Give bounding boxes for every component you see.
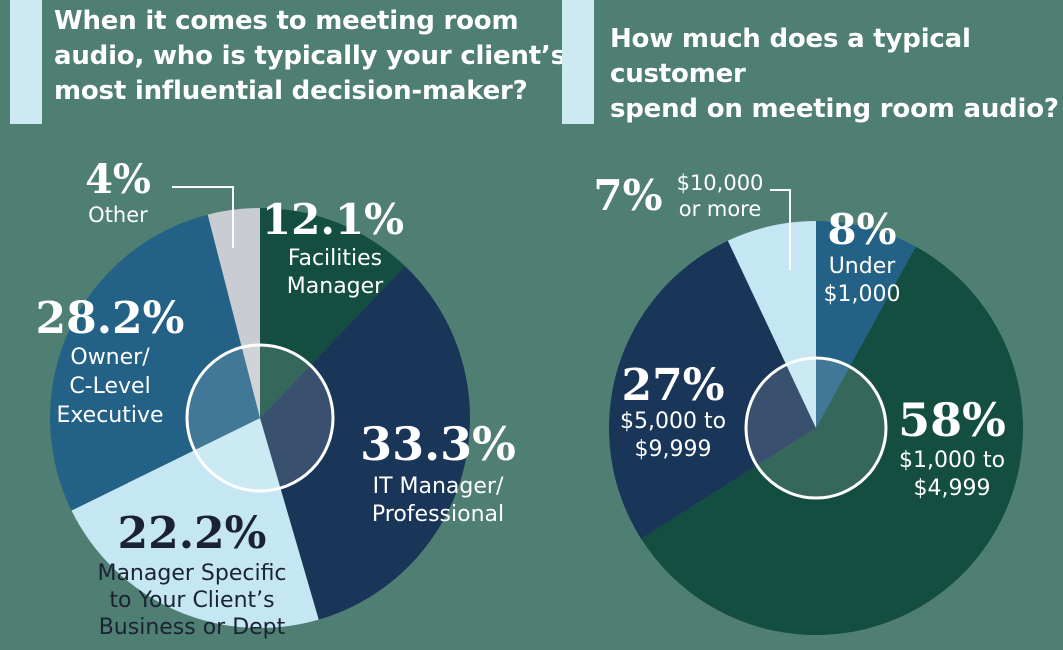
left-label-facilities-manager-percent: 12.1% (262, 195, 404, 244)
left-title-line-3: most influential decision-maker? (54, 76, 528, 106)
left-title-line-1: When it comes to meeting room (54, 6, 519, 36)
left-chart-title: When it comes to meeting room audio, who… (54, 4, 566, 109)
right-title-line-1: How much does a typical customer (610, 24, 971, 89)
left-label-other-percent: 4% (85, 156, 151, 203)
right-label-5-000-to-9-999-text: $9,999 (635, 437, 712, 462)
left-label-owner-c-level-executive-text: C-Level (69, 374, 150, 399)
left-label-other: 4%Other (85, 156, 151, 227)
left-label-facilities-manager: 12.1%Facilities Manager (262, 195, 404, 299)
left-slice-owner-c-level-executive (49, 214, 261, 511)
left-label-owner-c-level-executive-percent: 28.2% (36, 293, 185, 344)
left-label-other-text: Other (88, 203, 148, 227)
right-label-1-000-to-4-999-percent: 58% (898, 393, 1006, 447)
right-label-10-000-or-more-text: $10,000 (677, 171, 764, 195)
right-slice-under-1-000 (816, 221, 916, 428)
left-label-facilities-manager-text: Manager (287, 274, 384, 299)
right-label-under-1-000-text: $1,000 (824, 282, 901, 307)
right-label-1-000-to-4-999-text: $1,000 to (899, 448, 1005, 473)
left-center-ring (185, 343, 335, 493)
right-center-ring (744, 356, 888, 500)
left-slice-other (207, 208, 260, 418)
left-label-manager-specific-to-your-client-s-business-or-dept-text: Business or Dept (99, 615, 286, 640)
right-label-5-000-to-9-999-percent: 27% (621, 360, 724, 411)
left-label-it-manager-professional-percent: 33.3% (360, 417, 516, 471)
header-band: When it comes to meeting room audio, who… (0, 0, 1063, 124)
right-label-1-000-to-4-999-text: $4,999 (914, 476, 991, 501)
left-label-facilities-manager-text: Facilities (288, 246, 382, 271)
right-label-5-000-to-9-999-text: $5,000 to (620, 409, 726, 434)
left-title-accent-bar (10, 0, 42, 124)
spending-pie (609, 221, 1023, 635)
left-label-it-manager-professional: 33.3% IT Manager/Professional (360, 417, 516, 527)
right-slice-1-000-to-4-999 (641, 246, 1023, 635)
right-label-under-1-000-text: Under (829, 254, 897, 279)
right-slice-5-000-to-9-999 (609, 240, 816, 539)
left-label-manager-specific-to-your-client-s-business-or-dept-text: to Your Client’s (109, 588, 274, 613)
right-label-under-1-000: 8%Under $1,000 (824, 205, 901, 307)
left-label-owner-c-level-executive-text: Owner/ (70, 345, 150, 370)
left-slice-facilities-manager (260, 208, 405, 418)
right-title-line-2: spend on meeting room audio? (610, 94, 1059, 124)
right-label-1-000-to-4-999: 58%$1,000 to $4,999 (898, 393, 1006, 501)
left-label-owner-c-level-executive: 28.2%Owner/C-Level Executive (36, 293, 185, 428)
left-slice-manager-specific-to-your-client-s-business-or-dept (71, 418, 319, 628)
left-slice-it-manager-professional (260, 266, 471, 620)
right-label-under-1-000-percent: 8% (827, 205, 896, 254)
right-label-10-000-or-more-text: or more (679, 197, 762, 221)
right-title-accent-bar (562, 0, 594, 124)
left-other-leader-line (172, 186, 234, 248)
left-label-it-manager-professional-text: Professional (372, 502, 504, 527)
left-label-manager-specific-to-your-client-s-business-or-dept-percent: 22.2% (118, 508, 267, 559)
right-slice-10-000-or-more (727, 221, 816, 428)
right-chart-title: How much does a typical customer spend o… (610, 22, 1063, 127)
decision-maker-labels: 12.1%Facilities Manager 33.3% IT Manager/Pr… (36, 156, 516, 640)
right-10000-leader-line (770, 189, 791, 270)
left-label-it-manager-professional-text: IT Manager/ (373, 474, 504, 499)
left-title-line-2: audio, who is typically your client’s (54, 41, 566, 71)
right-label-10-000-or-more-percent: 7% (593, 171, 662, 220)
left-label-owner-c-level-executive-text: Executive (56, 403, 163, 428)
decision-maker-pie (49, 208, 471, 628)
spending-labels: 8%Under $1,000 58%$1,000 to $4,999 27%$5,000… (593, 171, 1005, 501)
right-label-5-000-to-9-999: 27%$5,000 to $9,999 (620, 360, 726, 462)
left-label-manager-specific-to-your-client-s-business-or-dept-text: Manager Specific (97, 561, 286, 586)
